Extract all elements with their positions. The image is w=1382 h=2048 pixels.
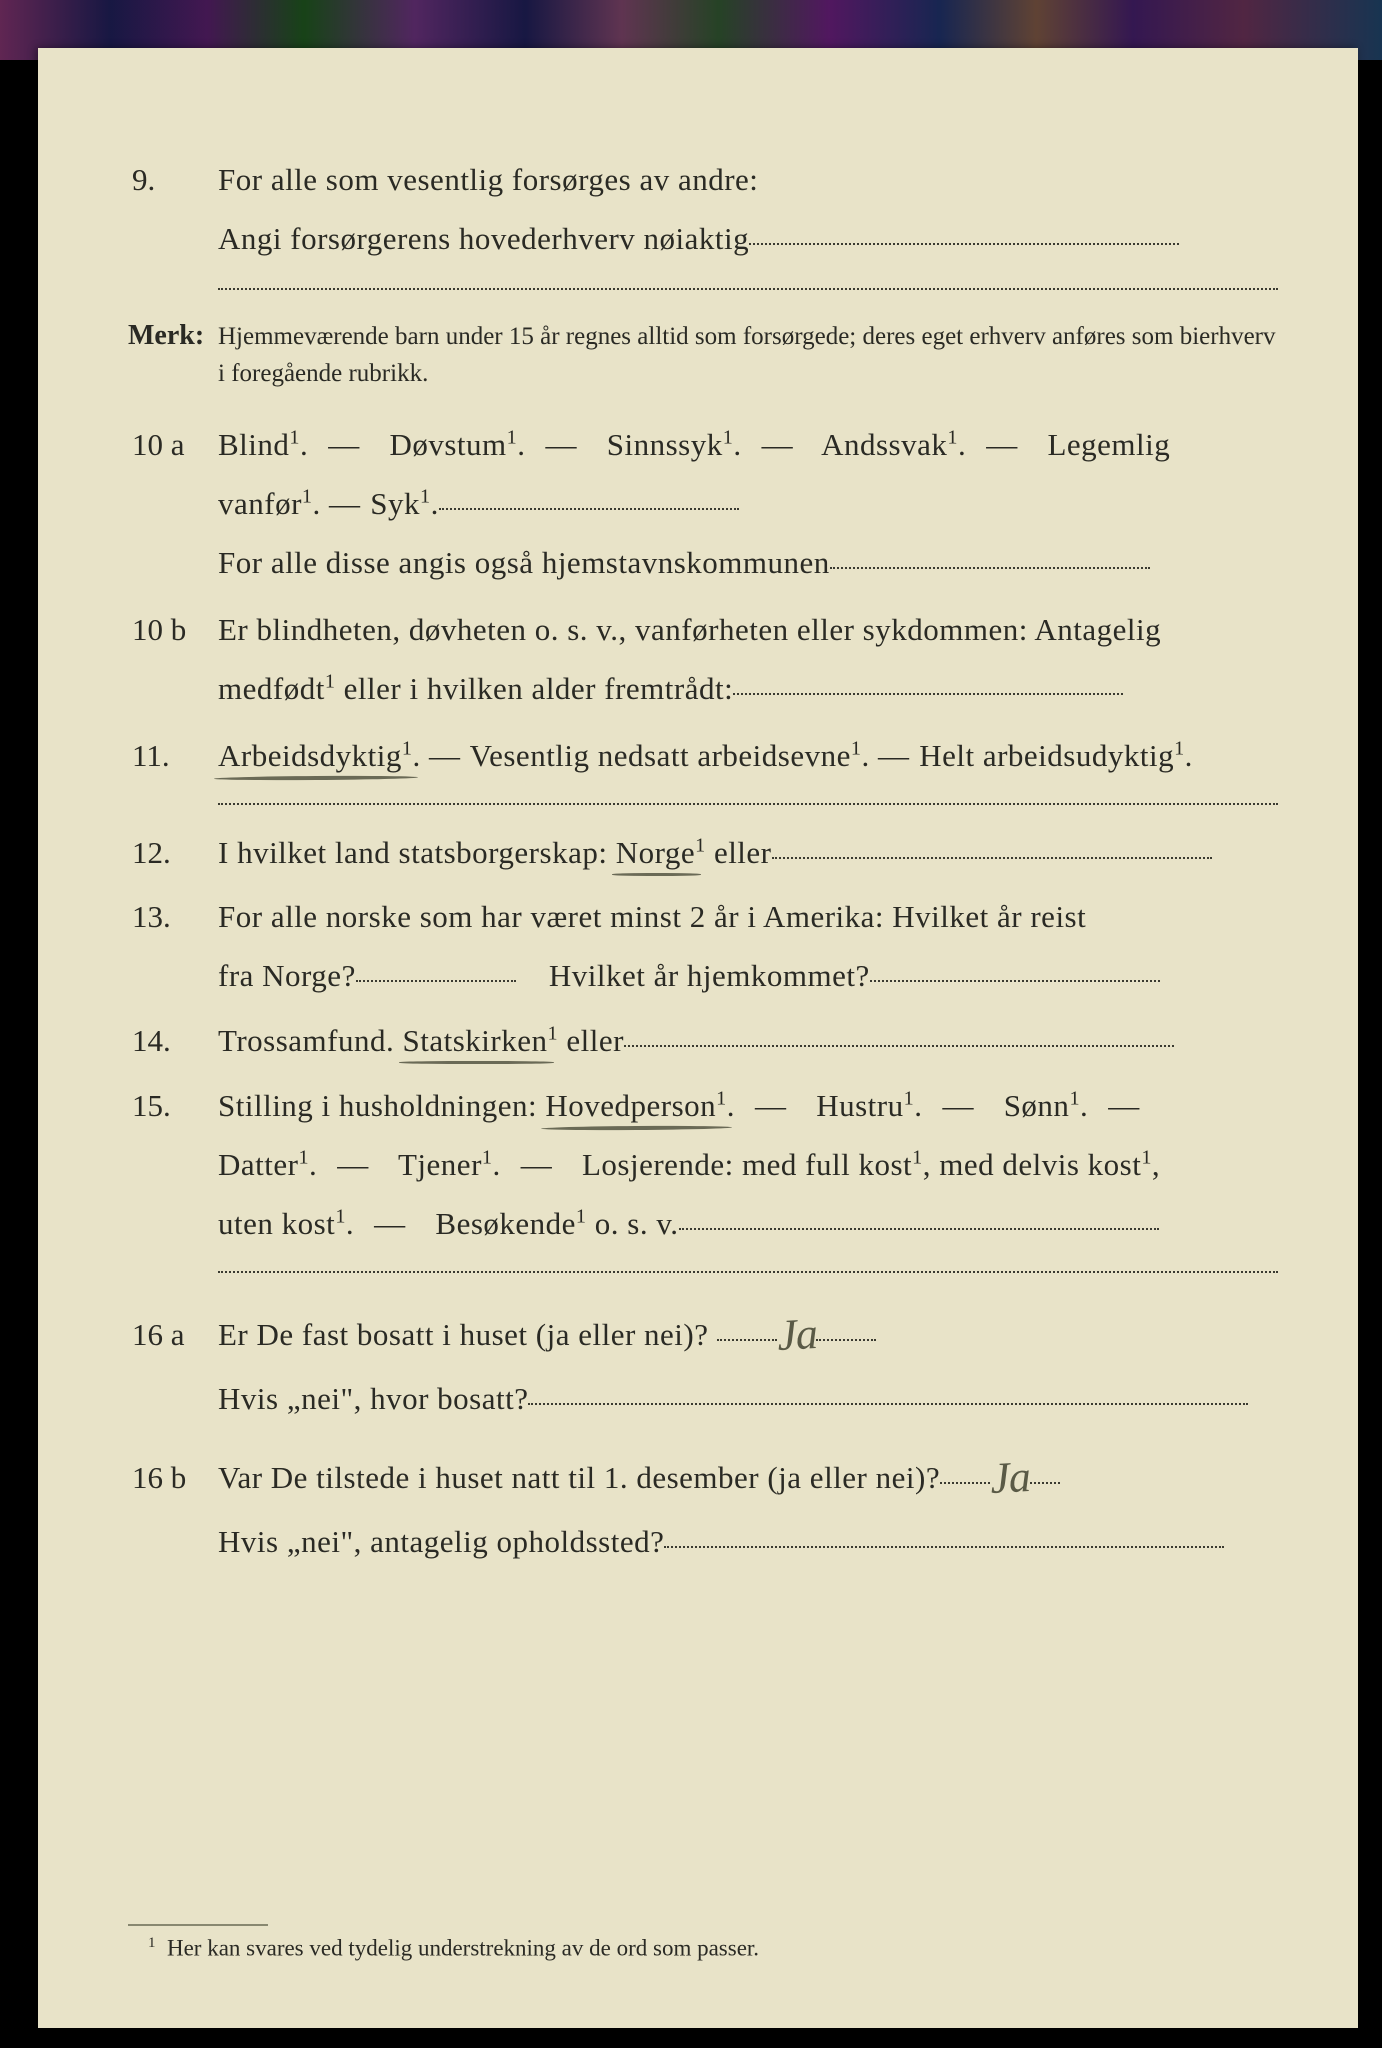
q16a-answer: Ja: [775, 1302, 818, 1368]
q16b-number: 16 b: [128, 1456, 218, 1501]
q11-number: 11.: [128, 734, 218, 779]
q10a-number: 10 a: [128, 423, 218, 468]
merk-text: Hjemmeværende barn under 15 år regnes al…: [218, 318, 1278, 393]
q13-line2: fra Norge? Hvilket år hjemkommet?: [128, 954, 1278, 999]
q10b-text: Er blindheten, døvheten o. s. v., vanfør…: [218, 608, 1278, 653]
q10b-number: 10 b: [128, 608, 218, 653]
q16b-line2: Hvis „nei", antagelig opholdssted?: [128, 1520, 1278, 1565]
q15-line2: Datter1.— Tjener1.— Losjerende: med full…: [128, 1143, 1278, 1188]
q9-text2: Angi forsørgerens hovederhverv nøiaktig: [218, 217, 1278, 262]
footnote: 1 Her kan svares ved tydelig understrekn…: [148, 1935, 759, 1962]
q11-opt1-underlined: Arbeidsdyktig1: [218, 738, 412, 773]
q10a-line3: For alle disse angis også hjemstavnskomm…: [128, 541, 1278, 586]
q16a-line1: 16 a Er De fast bosatt i huset (ja eller…: [128, 1299, 1278, 1363]
q16b-answer: Ja: [989, 1445, 1032, 1511]
q16b-line1: 16 b Var De tilstede i huset natt til 1.…: [128, 1442, 1278, 1506]
q15-number: 15.: [128, 1084, 218, 1129]
q9-line2: Angi forsørgerens hovederhverv nøiaktig: [128, 217, 1278, 262]
q11-row: 11. Arbeidsdyktig1. — Vesentlig nedsatt …: [128, 734, 1278, 779]
footnote-rule: [128, 1924, 268, 1926]
q10b-line2: medfødt1 eller i hvilken alder fremtrådt…: [128, 667, 1278, 712]
q15-hovedperson-underlined: Hovedperson1: [545, 1088, 726, 1123]
q10a-opts: Blind1.— Døvstum1.— Sinnssyk1.— Andssvak…: [218, 423, 1278, 468]
q12-norge-underlined: Norge: [616, 835, 695, 870]
q13-line1: 13. For alle norske som har været minst …: [128, 895, 1278, 940]
q14-number: 14.: [128, 1019, 218, 1064]
q9-line1: 9. For alle som vesentlig forsørges av a…: [128, 158, 1278, 203]
q16a-number: 16 a: [128, 1313, 218, 1358]
q16a-line2: Hvis „nei", hvor bosatt?: [128, 1377, 1278, 1422]
q15-line1: 15. Stilling i husholdningen: Hovedperso…: [128, 1084, 1278, 1129]
q15-line3: uten kost1.— Besøkende1 o. s. v.: [128, 1202, 1278, 1247]
document-page: 9. For alle som vesentlig forsørges av a…: [38, 48, 1358, 2028]
merk-row: Merk: Hjemmeværende barn under 15 år reg…: [128, 316, 1278, 393]
divider: [218, 803, 1278, 805]
q9-number: 9.: [128, 158, 218, 203]
divider: [218, 1271, 1278, 1273]
divider: [218, 288, 1278, 290]
q12-row: 12. I hvilket land statsborgerskap: Norg…: [128, 831, 1278, 876]
merk-label: Merk:: [128, 316, 218, 357]
q13-number: 13.: [128, 895, 218, 940]
q14-statskirken-underlined: Statskirken: [403, 1023, 548, 1058]
q10a-line2: vanfør1. — Syk1.: [128, 482, 1278, 527]
q14-row: 14. Trossamfund. Statskirken1 eller: [128, 1019, 1278, 1064]
q12-number: 12.: [128, 831, 218, 876]
q10b-line1: 10 b Er blindheten, døvheten o. s. v., v…: [128, 608, 1278, 653]
q9-text1: For alle som vesentlig forsørges av andr…: [218, 158, 1278, 203]
q10a-line1: 10 a Blind1.— Døvstum1.— Sinnssyk1.— And…: [128, 423, 1278, 468]
